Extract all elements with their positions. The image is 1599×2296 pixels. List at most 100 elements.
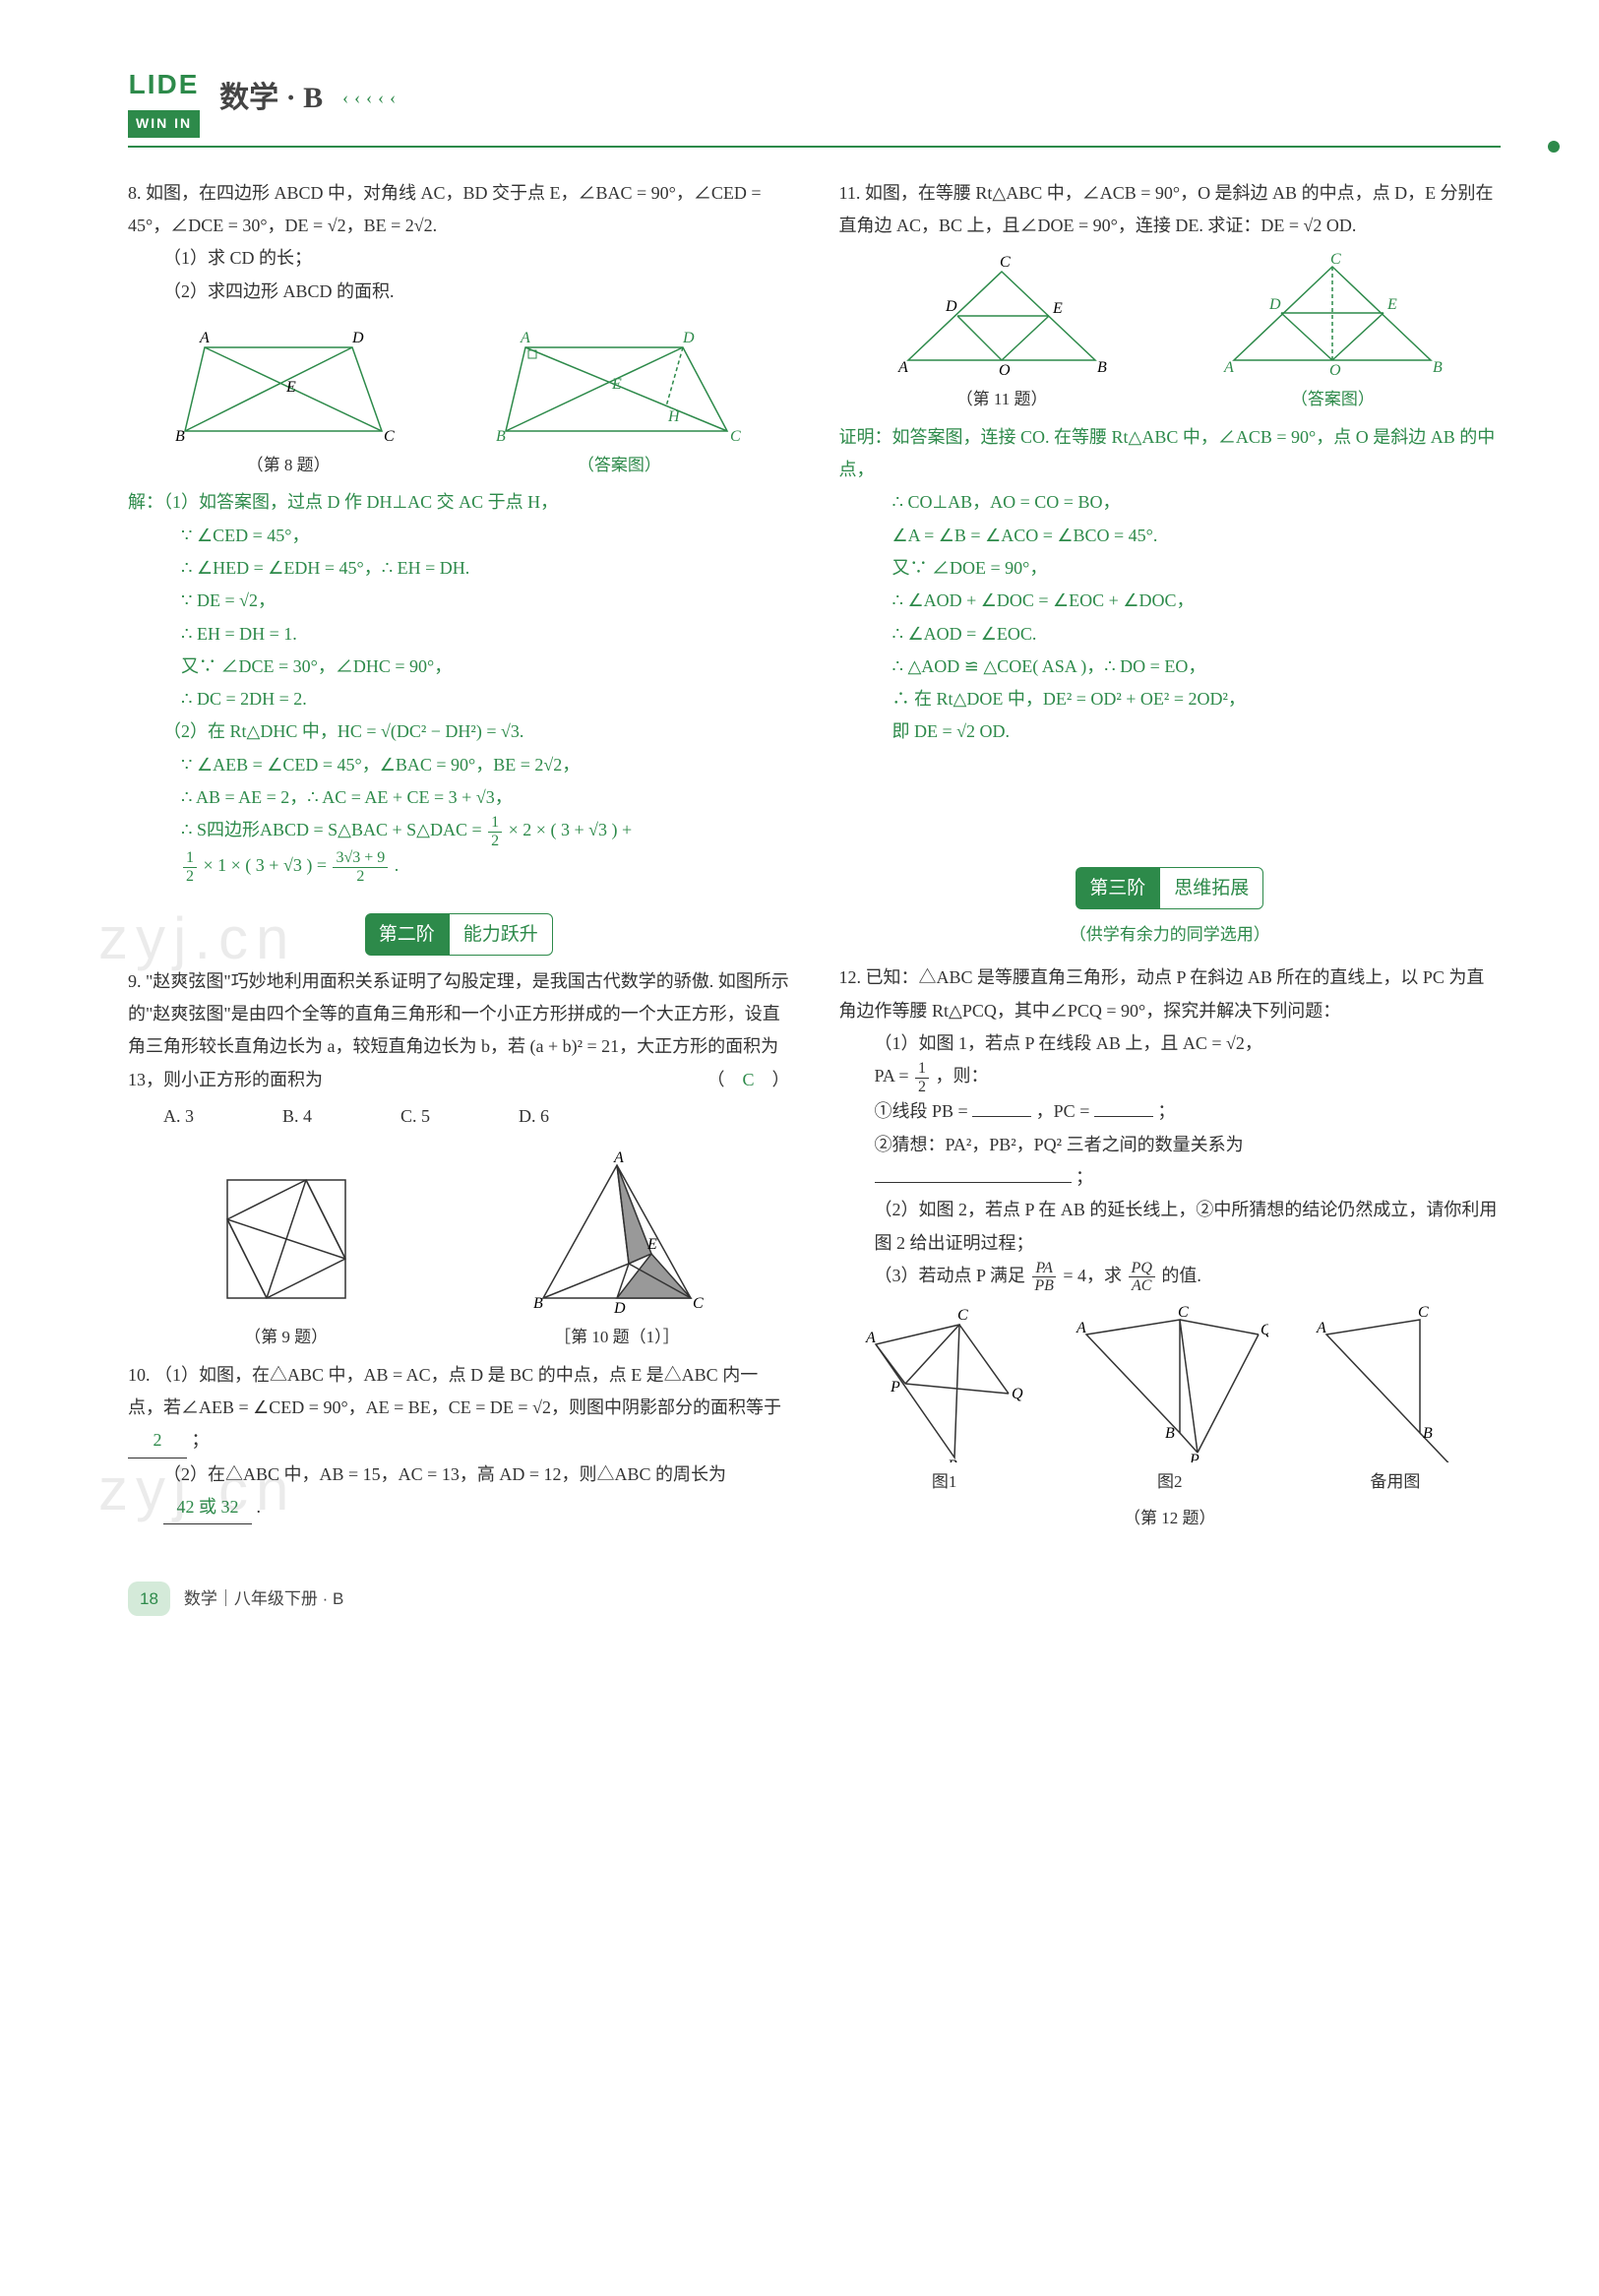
page-number: 18 <box>128 1582 170 1616</box>
figure-9: （第 9 题） <box>208 1160 365 1352</box>
figure-row-9-10: （第 9 题） AB CD E ［ <box>128 1150 790 1352</box>
svg-text:H: H <box>667 408 681 425</box>
figure-11-answer: AB CO DE （答案图） <box>1214 252 1450 414</box>
svg-text:A: A <box>613 1150 624 1166</box>
solution-8: 解：（1）如答案图，过点 D 作 DH⊥AC 交 AC 于点 H， ∵ ∠CED… <box>128 486 790 885</box>
subquestion-3: （3）若动点 P 满足 PA PB = 4，求 PQ AC 的值. <box>839 1260 1502 1295</box>
svg-text:D: D <box>613 1300 626 1317</box>
svg-text:Q: Q <box>1261 1322 1268 1338</box>
svg-text:B: B <box>948 1458 957 1462</box>
problem-10: 10. （1）如图，在△ABC 中，AB = AC，点 D 是 BC 的中点，点… <box>128 1359 790 1524</box>
problem-9: 9. "赵爽弦图"巧妙地利用面积关系证明了勾股定理，是我国古代数学的骄傲. 如图… <box>128 965 790 1133</box>
text: × 2 × ( 3 + √3 ) + <box>509 821 632 840</box>
svg-text:A: A <box>1076 1320 1086 1336</box>
section-tag-3: 第三阶 思维拓展 <box>839 867 1502 909</box>
solution-line: ∴ AB = AE = 2，∴ AC = AE + CE = 3 + √3， <box>128 781 790 814</box>
solution-line: ∵ ∠CED = 45°， <box>128 520 790 552</box>
option-a: A. 3 <box>163 1100 194 1133</box>
svg-text:C: C <box>730 428 741 445</box>
figure-12-2: AC BP Q 图2 <box>1072 1305 1268 1497</box>
figure-8-answer: A D B C E H （答案图） <box>496 318 742 480</box>
svg-text:C: C <box>957 1307 968 1324</box>
svg-text:D: D <box>682 330 695 346</box>
svg-text:Q: Q <box>1012 1386 1023 1402</box>
figure-8-original: AD BC E （第 8 题） <box>175 318 401 480</box>
solution-line: 又∵ ∠DCE = 30°，∠DHC = 90°， <box>128 651 790 683</box>
problem-text: 如图，在等腰 Rt△ABC 中，∠ACB = 90°，O 是斜边 AB 的中点，… <box>839 183 1494 235</box>
text: （1）如图 1，若点 P 在线段 AB 上，且 AC = √2， <box>875 1033 1262 1053</box>
problem-text: "赵爽弦图"巧妙地利用面积关系证明了勾股定理，是我国古代数学的骄傲. 如图所示的… <box>128 971 789 1089</box>
fraction: 12 <box>183 849 197 885</box>
problem-number: 10. <box>128 1365 151 1385</box>
svg-text:A: A <box>520 330 530 346</box>
proof-line: ∴ △AOD ≌ △COE( ASA )，∴ DO = EO， <box>839 651 1502 683</box>
text: （3）若动点 P 满足 <box>875 1266 1025 1285</box>
section-subnote: （供学有余力的同学选用） <box>839 919 1502 950</box>
proof-line: 证明：如答案图，连接 CO. 在等腰 Rt△ABC 中，∠ACB = 90°，点… <box>839 421 1502 487</box>
text-suffix: . <box>257 1497 262 1517</box>
figure-10-1: AB CD E ［第 10 题（1）］ <box>523 1150 710 1352</box>
figure-caption-answer: （答案图） <box>578 450 661 480</box>
svg-text:C: C <box>1178 1305 1189 1321</box>
solution-line: （2）在 Rt△DHC 中，HC = √(DC² − DH²) = √3. <box>128 715 790 748</box>
svg-text:E: E <box>646 1236 657 1253</box>
text: × 1 × ( 3 + √3 ) = <box>204 856 332 876</box>
figure-12-backup: AC B 备用图 <box>1312 1305 1479 1497</box>
problem-text: （1）如图，在△ABC 中，AB = AC，点 D 是 BC 的中点，点 E 是… <box>128 1365 781 1417</box>
text: ，PC = <box>1036 1101 1090 1121</box>
text: ①线段 PB = <box>875 1101 968 1121</box>
svg-text:A: A <box>1316 1320 1326 1336</box>
svg-text:B: B <box>1165 1425 1175 1442</box>
quadrilateral-diagram: AD BC E <box>175 318 401 446</box>
text-suffix: ； <box>192 1430 210 1450</box>
figure-row-11: AB CO DE （第 11 题） <box>839 252 1502 414</box>
solution-line: ∴ S四边形ABCD = S△BAC + S△DAC = 12 × 2 × ( … <box>128 814 790 849</box>
problem-number: 11. <box>839 183 861 203</box>
proof-line: ∠A = ∠B = ∠ACO = ∠BCO = 45°. <box>839 520 1502 552</box>
figure-caption: （第 8 题） <box>247 450 331 480</box>
solution-line: ∵ DE = √2， <box>128 585 790 617</box>
fraction: 12 <box>488 814 502 849</box>
solution-line: ∵ ∠AEB = ∠CED = 45°，∠BAC = 90°，BE = 2√2， <box>128 749 790 781</box>
footer-text: 数学｜八年级下册 · B <box>184 1583 343 1614</box>
svg-text:O: O <box>999 362 1011 379</box>
option-c: C. 5 <box>400 1100 430 1133</box>
svg-text:E: E <box>611 376 622 393</box>
figure-caption: （第 11 题） <box>956 384 1048 414</box>
text: ∴ S四边形ABCD = S△BAC + S△DAC = <box>181 821 486 840</box>
page-footer: 18 数学｜八年级下册 · B <box>128 1582 1501 1616</box>
figure-caption: 图1 <box>932 1466 957 1497</box>
svg-text:A: A <box>897 359 908 376</box>
problem-8: 8. 如图，在四边形 ABCD 中，对角线 AC，BD 交于点 E，∠BAC =… <box>128 177 790 886</box>
svg-text:D: D <box>945 298 957 315</box>
tag-stage: 第三阶 <box>1076 867 1159 909</box>
solution-line: ∴ ∠HED = ∠EDH = 45°，∴ EH = DH. <box>128 552 790 585</box>
svg-text:C: C <box>1418 1305 1429 1321</box>
tag-title: 能力跃升 <box>449 913 553 956</box>
svg-text:B: B <box>1097 359 1107 376</box>
svg-text:B: B <box>496 428 506 445</box>
svg-text:A: A <box>865 1330 876 1346</box>
proof-line: 又∵ ∠DOE = 90°， <box>839 552 1502 585</box>
subquestion-1b: PA = 12 ，则： <box>839 1060 1502 1095</box>
quadrilateral-answer-diagram: A D B C E H <box>496 318 742 446</box>
left-column: 8. 如图，在四边形 ABCD 中，对角线 AC，BD 交于点 E，∠BAC =… <box>128 177 790 1552</box>
fill-blank <box>972 1099 1031 1117</box>
problem-12: 12. 已知：△ABC 是等腰直角三角形，动点 P 在斜边 AB 所在的直线上，… <box>839 962 1502 1534</box>
option-d: D. 6 <box>519 1100 549 1133</box>
svg-text:B: B <box>1433 359 1443 376</box>
sub-sub-2: ②猜想：PA²，PB²，PQ² 三者之间的数量关系为 ； <box>839 1129 1502 1195</box>
text: = 4，求 <box>1063 1266 1122 1285</box>
svg-text:B: B <box>533 1295 543 1312</box>
section-tag-2: zyj.cn 第二阶 能力跃升 <box>128 913 790 956</box>
svg-text:P: P <box>1189 1452 1199 1462</box>
option-b: B. 4 <box>282 1100 312 1133</box>
fraction-result: 3√3 + 9 2 <box>333 849 388 885</box>
triangle-pcq-2: A C B P Q <box>1072 1305 1268 1462</box>
figure-caption-main: （第 12 题） <box>839 1503 1502 1533</box>
right-triangle-diagram: AB CO DE <box>889 252 1115 380</box>
svg-text:B: B <box>175 428 185 445</box>
figure-caption: ［第 10 题（1）］ <box>554 1322 680 1352</box>
triangle-backup: AC B <box>1312 1305 1479 1462</box>
subquestion-2: （2）如图 2，若点 P 在 AB 的延长线上，②中所猜想的结论仍然成立，请你利… <box>839 1194 1502 1260</box>
